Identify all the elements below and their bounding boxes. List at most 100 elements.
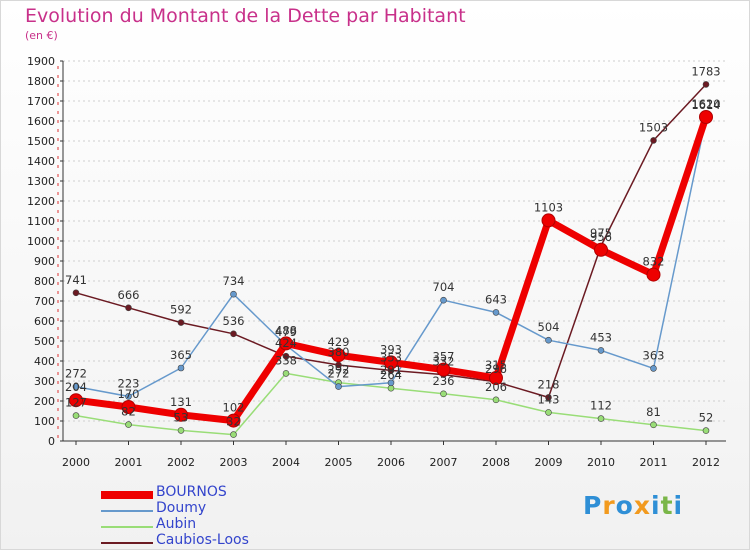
data-point — [384, 355, 398, 370]
y-tick-label: 1400 — [27, 155, 55, 168]
data-label: 429 — [328, 335, 350, 349]
data-label: 592 — [170, 303, 192, 317]
logo-letter: t — [660, 491, 674, 520]
x-tick-label: 2011 — [640, 456, 668, 469]
x-tick-label: 2012 — [692, 456, 720, 469]
data-point — [72, 383, 80, 390]
data-point — [335, 383, 342, 390]
data-point — [177, 427, 185, 434]
data-label: 131 — [170, 395, 192, 409]
logo-letter: P — [583, 491, 603, 520]
data-label: 365 — [170, 348, 192, 362]
y-tick-label: 1800 — [27, 75, 55, 88]
data-point — [594, 242, 608, 257]
data-label: 170 — [118, 387, 140, 401]
data-point — [597, 415, 605, 422]
legend-swatch — [101, 526, 153, 528]
data-label: 832 — [643, 255, 665, 269]
data-point — [226, 413, 241, 428]
data-point — [489, 371, 503, 385]
data-label: 424 — [275, 336, 297, 350]
data-point — [545, 336, 552, 344]
data-point — [387, 384, 395, 392]
legend-swatch — [101, 491, 153, 499]
proxiti-logo: Proxiti — [583, 491, 683, 520]
data-point — [492, 309, 500, 316]
data-label: 1103 — [534, 200, 563, 214]
data-point — [436, 362, 451, 377]
y-tick-label: 300 — [34, 375, 55, 388]
data-label: 112 — [590, 399, 612, 413]
data-point — [646, 267, 661, 282]
x-tick-label: 2008 — [482, 456, 510, 469]
data-point — [125, 421, 132, 428]
data-label: 956 — [590, 230, 612, 244]
data-label: 504 — [538, 320, 560, 334]
data-label: 52 — [699, 411, 714, 425]
data-point — [69, 393, 83, 408]
data-point — [541, 213, 556, 228]
data-label: 292 — [328, 363, 350, 377]
data-point — [699, 110, 713, 124]
data-label: 479 — [275, 325, 297, 339]
y-tick-label: 600 — [34, 315, 55, 328]
x-tick-label: 2004 — [272, 456, 300, 469]
data-label: 332 — [433, 355, 455, 369]
data-point — [174, 407, 188, 422]
data-point — [125, 304, 132, 312]
data-point — [650, 137, 657, 144]
data-point — [230, 330, 237, 338]
x-tick-label: 2001 — [115, 456, 143, 469]
legend-swatch — [101, 542, 153, 544]
data-point — [230, 290, 237, 298]
data-point — [121, 400, 136, 414]
data-label: 1614 — [691, 98, 720, 112]
logo-letter: r — [602, 491, 616, 520]
data-point — [440, 390, 447, 398]
data-point — [72, 289, 80, 297]
y-tick-label: 1600 — [27, 115, 55, 128]
legend-label: BOURNOS — [156, 484, 227, 500]
legend-label: Caubios-Loos — [156, 532, 249, 548]
data-point — [702, 81, 710, 88]
legend-label: Doumy — [156, 500, 207, 516]
data-label: 363 — [643, 348, 665, 362]
data-label: 393 — [380, 342, 402, 356]
y-tick-label: 200 — [34, 395, 55, 408]
legend-label: Aubin — [156, 516, 197, 532]
y-tick-label: 1000 — [27, 235, 55, 248]
data-label: 488 — [275, 323, 297, 337]
logo-letter: i — [651, 491, 661, 520]
data-point — [650, 421, 657, 429]
x-tick-label: 2003 — [220, 456, 248, 469]
data-label: 741 — [65, 273, 87, 287]
data-label: 236 — [433, 374, 455, 388]
data-label: 380 — [328, 345, 350, 359]
data-point — [177, 364, 185, 372]
data-label: 666 — [118, 288, 140, 302]
data-label: 218 — [538, 377, 560, 391]
data-point — [279, 336, 293, 351]
data-point — [492, 396, 500, 404]
data-point — [331, 348, 346, 363]
data-label: 975 — [590, 226, 612, 240]
y-tick-label: 1500 — [27, 135, 55, 148]
data-label: 32 — [226, 415, 241, 429]
data-label: 1503 — [639, 120, 668, 134]
chart-subtitle: (en €) — [25, 29, 58, 42]
data-point — [702, 427, 710, 434]
data-label: 143 — [538, 392, 560, 406]
data-label: 1783 — [691, 64, 720, 78]
data-label: 353 — [380, 350, 402, 364]
data-label: 53 — [174, 410, 189, 424]
legend-swatch — [101, 510, 153, 512]
y-tick-label: 1200 — [27, 195, 55, 208]
x-tick-label: 2010 — [587, 456, 615, 469]
data-label: 536 — [223, 314, 245, 328]
x-tick-label: 2002 — [167, 456, 195, 469]
data-label: 357 — [433, 350, 455, 364]
data-point — [545, 394, 552, 401]
logo-letter: x — [633, 491, 651, 520]
